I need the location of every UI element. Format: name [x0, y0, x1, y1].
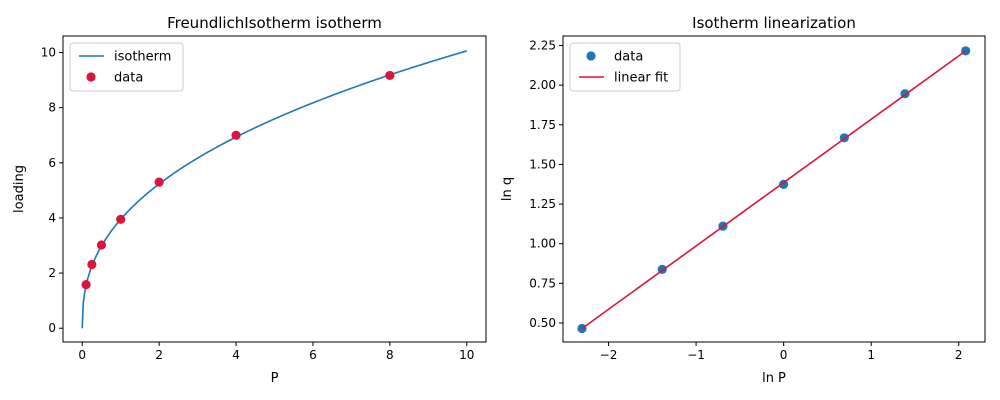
y-tick-label: 2.25	[529, 39, 556, 53]
chart-title: Isotherm linearization	[692, 14, 856, 32]
data-point	[385, 70, 395, 81]
y-tick-label: 8	[48, 101, 56, 115]
x-axis-label: P	[271, 371, 279, 386]
x-tick-label: −1	[687, 348, 705, 362]
series-data	[81, 70, 395, 290]
legend-entry: isotherm	[114, 50, 171, 65]
legend-entry: linear fit	[614, 71, 668, 86]
x-tick-label: 10	[459, 348, 474, 362]
x-tick-label: −2	[600, 348, 618, 362]
data-point	[116, 214, 126, 224]
y-tick-label: 1.50	[529, 157, 556, 171]
series-linear-fit	[581, 50, 967, 330]
y-tick-label: 2.00	[529, 78, 556, 92]
plot-frame	[562, 35, 986, 343]
data-point	[87, 259, 97, 270]
series-line	[81, 50, 467, 329]
data-point	[81, 280, 91, 290]
data-point	[154, 177, 164, 187]
legend-marker-swatch	[586, 51, 596, 61]
x-tick-label: 0	[78, 348, 86, 362]
legend-box	[69, 42, 184, 92]
y-tick-label: 0	[48, 321, 56, 335]
data-point	[779, 179, 789, 190]
x-tick-label: 2	[155, 348, 163, 362]
y-tick-label: 1.25	[529, 197, 556, 211]
x-tick-label: 2	[955, 348, 963, 362]
y-tick-label: 6	[48, 156, 56, 170]
legend: isotherm data	[69, 42, 184, 92]
legend-box	[569, 42, 681, 92]
data-point	[231, 130, 241, 140]
series-line	[581, 50, 967, 330]
chart-2: Isotherm linearization −2 −1 0 1 2 0.50 0.75 1.0…	[500, 14, 986, 386]
y-tick-label: 4	[48, 211, 56, 225]
legend-marker-swatch	[86, 72, 96, 82]
y-axis-label: loading	[12, 165, 27, 213]
x-tick-label: 0	[780, 348, 788, 362]
y-tick-label: 2	[48, 266, 56, 280]
x-tick-label: 8	[386, 348, 394, 362]
x-tick-label: 1	[867, 348, 875, 362]
y-tick-label: 0.75	[529, 276, 556, 290]
y-tick-label: 1.75	[529, 118, 556, 132]
plot-frame	[62, 35, 487, 343]
series-isotherm	[81, 50, 467, 329]
legend-entry: data	[114, 71, 143, 86]
legend-entry: data	[614, 50, 643, 65]
chart-1: FreundlichIsotherm isotherm 0 2 4 6 8 10 0 2 4 6 8 1…	[12, 14, 487, 386]
x-axis-label: ln P	[762, 371, 786, 386]
legend: data linear fit	[569, 42, 681, 92]
x-tick-label: 4	[232, 348, 240, 362]
data-point	[96, 240, 107, 250]
y-tick-label: 0.50	[529, 316, 556, 330]
y-tick-label: 1.00	[529, 237, 556, 251]
chart-title: FreundlichIsotherm isotherm	[167, 14, 382, 32]
x-tick-label: 6	[309, 348, 317, 362]
y-tick-label: 10	[41, 46, 56, 60]
y-axis-label: ln q	[500, 177, 515, 201]
